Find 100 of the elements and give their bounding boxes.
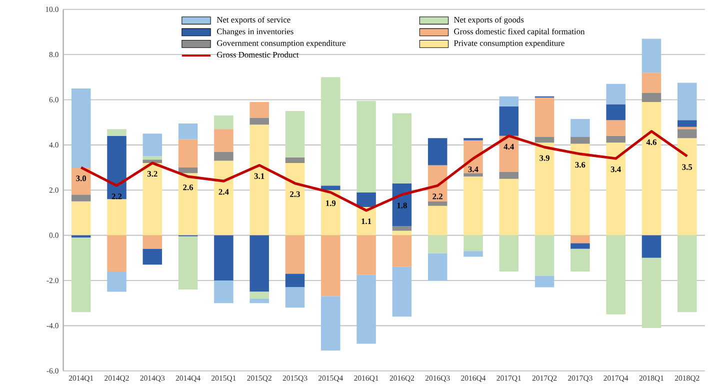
data-label: 3.0 <box>76 175 86 182</box>
bar <box>285 235 305 274</box>
bar <box>285 274 305 288</box>
bar <box>214 152 234 161</box>
bar <box>534 97 554 137</box>
bar <box>356 100 376 192</box>
data-label: 1.9 <box>326 200 336 206</box>
bar <box>392 266 412 317</box>
bar <box>534 276 554 288</box>
bar <box>534 235 554 276</box>
bar <box>214 235 234 280</box>
data-label: 2.6 <box>183 184 194 190</box>
bar <box>606 84 626 104</box>
bar <box>642 258 662 328</box>
bar <box>642 92 662 102</box>
bar <box>570 235 590 244</box>
bar <box>606 235 626 314</box>
bar <box>178 236 198 290</box>
bar <box>356 192 376 207</box>
bar <box>678 235 697 312</box>
data-label: 3.9 <box>540 155 550 161</box>
bar <box>285 162 305 236</box>
data-label: 3.4 <box>610 166 621 172</box>
bar <box>428 206 448 236</box>
data-label: 3.6 <box>575 162 586 168</box>
bar <box>428 201 448 206</box>
bar <box>356 235 376 275</box>
bar <box>356 274 376 344</box>
bar <box>142 156 162 160</box>
bar <box>285 157 305 163</box>
bar <box>678 138 697 236</box>
bar <box>142 235 162 249</box>
data-label: 3.1 <box>254 173 264 179</box>
bar <box>428 235 448 254</box>
bar <box>678 120 697 127</box>
bar <box>642 235 662 258</box>
data-label: 3.5 <box>682 164 692 170</box>
bar <box>321 190 340 236</box>
legend-label: Private consumption expenditure <box>454 40 564 48</box>
bar <box>678 82 697 120</box>
bar <box>71 194 91 202</box>
bar <box>214 160 234 236</box>
bar <box>464 173 483 176</box>
data-label: 2.2 <box>432 193 442 200</box>
bar <box>142 160 162 163</box>
legend-label: Changes in inventories <box>217 28 294 36</box>
legend-label: Government consumption expenditure <box>217 40 346 48</box>
bar <box>250 292 269 298</box>
bar <box>71 201 91 236</box>
data-label: 1.8 <box>397 202 407 208</box>
bar <box>321 296 340 350</box>
data-label: 2.2 <box>112 193 122 200</box>
data-label: 4.6 <box>646 139 656 145</box>
bar <box>107 136 126 200</box>
bar <box>499 96 519 106</box>
bar <box>321 235 340 296</box>
bar <box>642 38 662 73</box>
bar <box>250 118 269 124</box>
bar <box>392 183 412 226</box>
data-label: 2.4 <box>218 188 229 195</box>
bar <box>214 115 234 129</box>
bar <box>178 167 198 174</box>
bar <box>392 113 412 184</box>
bar <box>285 287 305 308</box>
bar <box>107 235 126 272</box>
bar <box>534 136 554 143</box>
bar <box>606 136 626 143</box>
bar <box>142 162 162 236</box>
bar <box>392 230 412 236</box>
legend-label: Gross domestic fixed capital formation <box>454 28 585 36</box>
bar <box>464 235 483 252</box>
bar <box>642 102 662 236</box>
legend-label: Gross Domestic Product <box>217 52 299 58</box>
data-label: 1.1 <box>362 218 372 224</box>
bar <box>499 235 519 272</box>
bar <box>570 243 590 249</box>
bar <box>107 129 126 136</box>
bar <box>570 144 590 236</box>
data-label: 2.3 <box>290 191 300 197</box>
bar <box>570 136 590 144</box>
bar <box>214 129 234 152</box>
data-label: 3.4 <box>468 166 478 172</box>
bar <box>499 106 519 136</box>
data-label: 3.2 <box>147 170 158 177</box>
bar <box>250 102 269 118</box>
data-label: 4.4 <box>504 144 514 150</box>
bar <box>499 178 519 236</box>
bar <box>392 235 412 267</box>
bar <box>428 253 448 280</box>
bar <box>464 251 483 257</box>
legend-label: Net exports of goods <box>454 16 524 24</box>
bar <box>250 124 269 236</box>
bar <box>178 139 198 168</box>
bar <box>570 118 590 137</box>
bar <box>142 134 162 156</box>
bar <box>250 235 269 292</box>
bar <box>534 142 554 236</box>
bar <box>678 129 697 138</box>
bar <box>499 172 519 179</box>
bar <box>606 120 626 136</box>
